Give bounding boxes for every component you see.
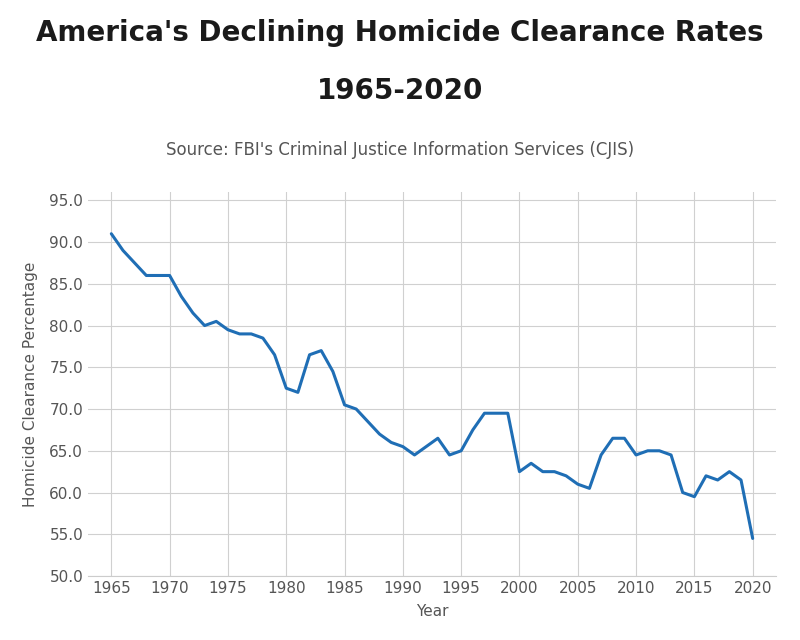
Y-axis label: Homicide Clearance Percentage: Homicide Clearance Percentage [23,261,38,507]
Text: America's Declining Homicide Clearance Rates: America's Declining Homicide Clearance R… [36,19,764,47]
Text: 1965-2020: 1965-2020 [317,77,483,105]
X-axis label: Year: Year [416,604,448,619]
Text: Source: FBI's Criminal Justice Information Services (CJIS): Source: FBI's Criminal Justice Informati… [166,141,634,159]
